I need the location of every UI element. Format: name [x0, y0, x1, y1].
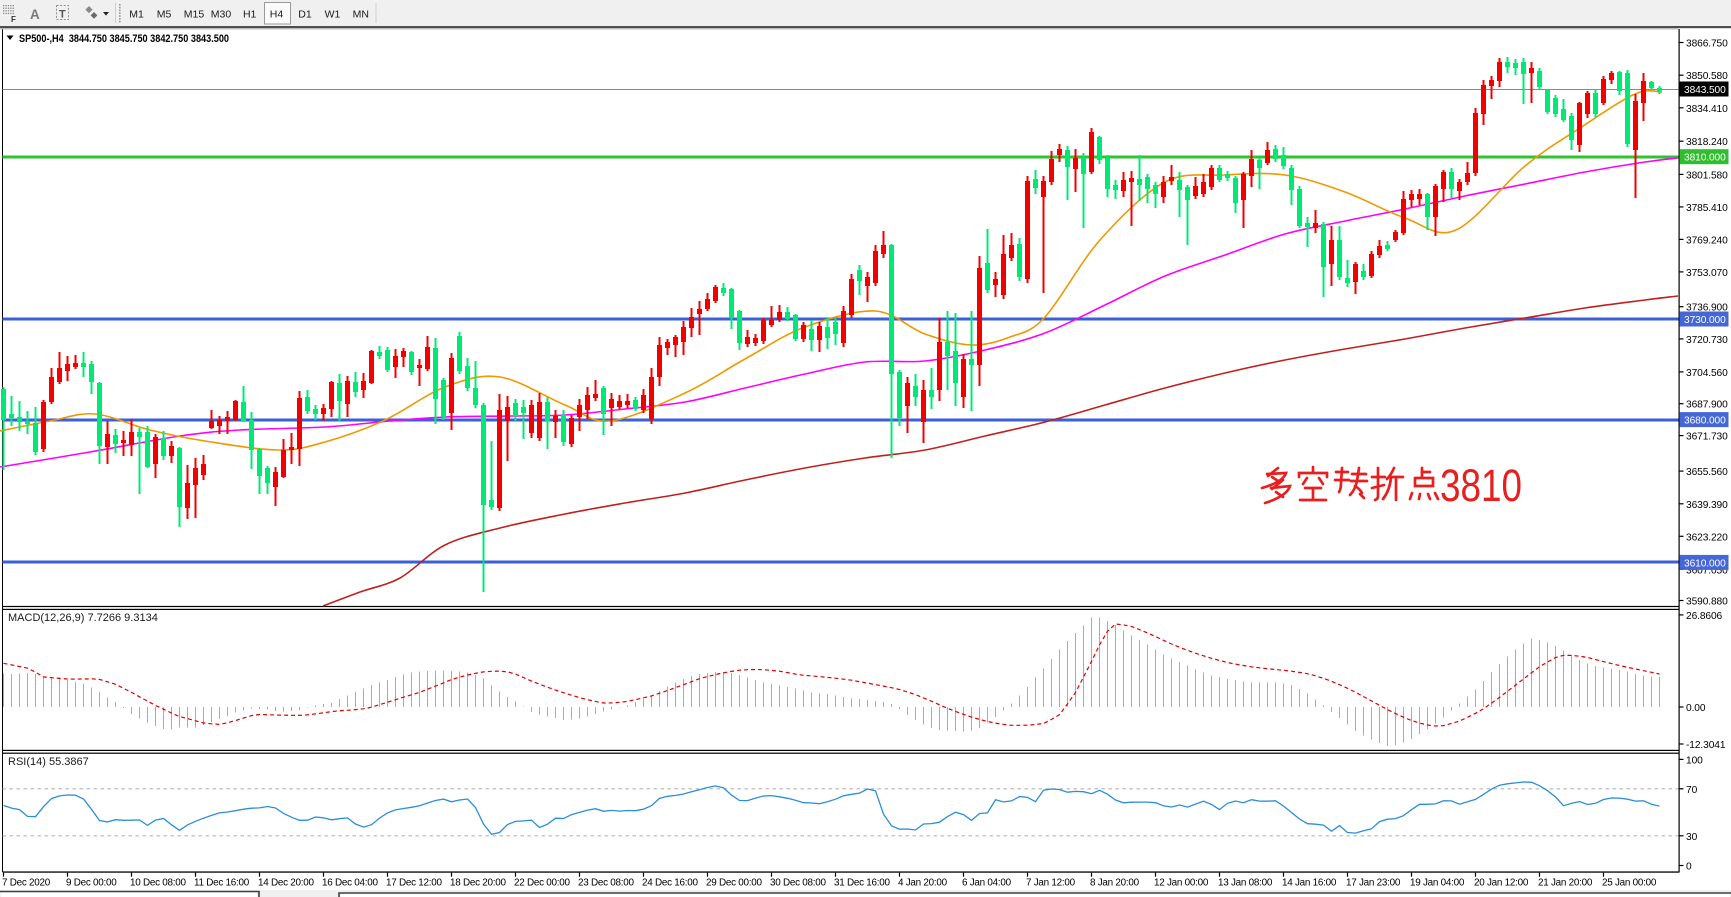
svg-text:RSI(14) 55.3867: RSI(14) 55.3867 [8, 756, 89, 768]
svg-text:3720.730: 3720.730 [1686, 335, 1728, 346]
svg-text:3785.410: 3785.410 [1686, 203, 1728, 214]
svg-text:3590.880: 3590.880 [1686, 597, 1728, 608]
svg-text:19 Jan 04:00: 19 Jan 04:00 [1410, 878, 1465, 889]
svg-text:A: A [30, 7, 40, 22]
svg-text:3810: 3810 [1440, 460, 1522, 511]
svg-text:11 Dec 16:00: 11 Dec 16:00 [194, 878, 250, 889]
svg-text:0: 0 [1686, 862, 1692, 873]
svg-text:3623.220: 3623.220 [1686, 532, 1728, 543]
svg-text:3687.900: 3687.900 [1686, 400, 1728, 411]
svg-text:3730.000: 3730.000 [1684, 315, 1726, 326]
svg-text:H1: H1 [243, 9, 257, 21]
svg-text:30 Dec 08:00: 30 Dec 08:00 [770, 878, 827, 889]
svg-text:M15: M15 [184, 9, 205, 21]
svg-text:24 Dec 16:00: 24 Dec 16:00 [642, 878, 699, 889]
svg-text:25 Jan 00:00: 25 Jan 00:00 [1602, 878, 1657, 889]
svg-text:3843.500: 3843.500 [1684, 85, 1726, 96]
svg-text:3680.000: 3680.000 [1684, 416, 1726, 427]
svg-text:30: 30 [1686, 832, 1698, 843]
svg-text:17 Dec 12:00: 17 Dec 12:00 [386, 878, 443, 889]
svg-text:3671.730: 3671.730 [1686, 432, 1728, 443]
svg-text:70: 70 [1686, 785, 1698, 796]
svg-text:H4: H4 [270, 9, 284, 21]
svg-text:14 Dec 20:00: 14 Dec 20:00 [258, 878, 315, 889]
svg-text:3850.580: 3850.580 [1686, 71, 1728, 82]
svg-text:D1: D1 [298, 9, 312, 21]
svg-text:4 Jan 20:00: 4 Jan 20:00 [898, 878, 948, 889]
svg-text:10 Dec 08:00: 10 Dec 08:00 [130, 878, 187, 889]
svg-text:18 Dec 20:00: 18 Dec 20:00 [450, 878, 507, 889]
svg-text:6 Jan 04:00: 6 Jan 04:00 [962, 878, 1012, 889]
svg-text:3736.900: 3736.900 [1686, 303, 1728, 314]
svg-text:M30: M30 [211, 9, 232, 21]
svg-text:12 Jan 00:00: 12 Jan 00:00 [1154, 878, 1209, 889]
svg-text:31 Dec 16:00: 31 Dec 16:00 [834, 878, 891, 889]
svg-text:20 Jan 12:00: 20 Jan 12:00 [1474, 878, 1529, 889]
svg-text:3834.410: 3834.410 [1686, 104, 1728, 115]
svg-text:14 Jan 16:00: 14 Jan 16:00 [1282, 878, 1337, 889]
svg-text:3818.240: 3818.240 [1686, 137, 1728, 148]
svg-text:3704.560: 3704.560 [1686, 368, 1728, 379]
svg-text:16 Dec 04:00: 16 Dec 04:00 [322, 878, 379, 889]
svg-text:7 Dec 2020: 7 Dec 2020 [2, 878, 51, 889]
svg-text:3610.000: 3610.000 [1684, 558, 1726, 569]
svg-text:0.00: 0.00 [1686, 703, 1706, 714]
svg-text:M1: M1 [129, 9, 144, 21]
svg-text:MN: MN [353, 9, 369, 21]
svg-text:T: T [59, 9, 66, 21]
svg-text:W1: W1 [325, 9, 341, 21]
svg-text:29 Dec 00:00: 29 Dec 00:00 [706, 878, 763, 889]
svg-text:-12.3041: -12.3041 [1686, 740, 1726, 751]
svg-text:SP500-,H4 3844.750 3845.750 3: SP500-,H4 3844.750 3845.750 3842.750 384… [19, 33, 229, 45]
svg-text:21 Jan 20:00: 21 Jan 20:00 [1538, 878, 1593, 889]
svg-text:3753.070: 3753.070 [1686, 268, 1728, 279]
svg-text:3607.050: 3607.050 [1686, 565, 1728, 576]
svg-text:3655.560: 3655.560 [1686, 467, 1728, 478]
svg-text:F: F [11, 15, 16, 24]
svg-text:3769.240: 3769.240 [1686, 235, 1728, 246]
svg-text:23 Dec 08:00: 23 Dec 08:00 [578, 878, 635, 889]
svg-text:22 Dec 00:00: 22 Dec 00:00 [514, 878, 571, 889]
svg-text:17 Jan 23:00: 17 Jan 23:00 [1346, 878, 1401, 889]
svg-text:MACD(12,26,9) 7.7266 9.3134: MACD(12,26,9) 7.7266 9.3134 [8, 612, 158, 624]
svg-text:100: 100 [1686, 755, 1703, 766]
svg-text:3639.390: 3639.390 [1686, 500, 1728, 511]
svg-text:13 Jan 08:00: 13 Jan 08:00 [1218, 878, 1273, 889]
svg-text:7 Jan 12:00: 7 Jan 12:00 [1026, 878, 1076, 889]
svg-text:3801.580: 3801.580 [1686, 170, 1728, 181]
svg-text:M5: M5 [157, 9, 172, 21]
svg-text:3866.750: 3866.750 [1686, 39, 1728, 50]
svg-text:26.8606: 26.8606 [1686, 611, 1723, 622]
svg-text:8 Jan 20:00: 8 Jan 20:00 [1090, 878, 1140, 889]
svg-text:9 Dec 00:00: 9 Dec 00:00 [66, 878, 117, 889]
svg-text:3810.000: 3810.000 [1684, 153, 1726, 164]
